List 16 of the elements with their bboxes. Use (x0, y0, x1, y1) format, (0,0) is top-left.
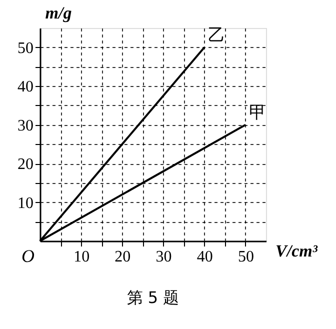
x-axis-title: V/cm³ (276, 242, 318, 260)
y-tick-label: 20 (18, 156, 34, 174)
series-label: 甲 (248, 102, 266, 123)
y-tick-label: 40 (18, 78, 34, 96)
y-tick-label: 10 (18, 194, 34, 212)
x-tick-label: 40 (196, 248, 213, 266)
y-axis-title: m/g (45, 4, 72, 22)
x-tick-label: 10 (74, 248, 90, 266)
x-tick-label: 50 (238, 248, 254, 266)
annotation: O (22, 246, 34, 266)
text: 第 5 题 (126, 288, 180, 307)
x-tick-label: 20 (114, 248, 131, 266)
x-tick-label: 30 (156, 248, 172, 266)
y-tick-label: 50 (18, 40, 34, 57)
y-tick-label: 30 (18, 117, 34, 134)
series-label: 乙 (208, 25, 225, 46)
